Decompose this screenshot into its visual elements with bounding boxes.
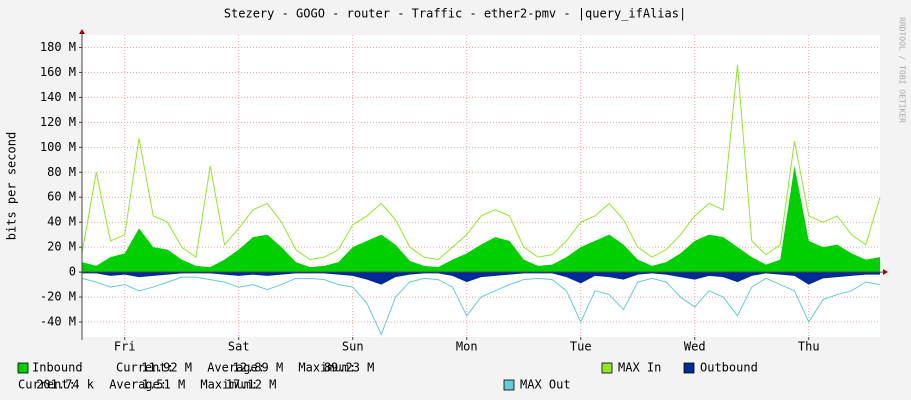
y-tick-label: 20 M	[47, 240, 76, 254]
y-tick-label: 160 M	[40, 65, 76, 79]
area	[82, 166, 880, 273]
legend-stat-label: Average:	[207, 361, 265, 375]
legend-stat-label: Average:	[109, 378, 167, 392]
legend-swatch	[683, 362, 695, 374]
x-tick-label: Tue	[570, 340, 592, 354]
legend-stat-value: 201.74 k	[36, 378, 95, 392]
axes: -40 M -20 M 0 20 M 40 M 60 M 80 M 100 M 120 M 140…	[40, 29, 888, 354]
y-axis-label: bits per second	[5, 132, 19, 240]
legend-stat-value: 11.92 M	[141, 361, 192, 375]
y-tick-label: 0	[69, 265, 76, 279]
watermark: RRDTOOL / TOBI OETIKER	[898, 17, 907, 123]
x-arrow	[883, 269, 888, 275]
y-tick-label: 180 M	[40, 40, 76, 54]
y-tick-label: 80 M	[47, 165, 76, 179]
line	[81, 276, 881, 336]
legend-stat-label: Maximum:	[298, 361, 356, 375]
legend-label: MAX In	[618, 361, 661, 375]
line	[81, 64, 881, 261]
legend-stat-label: Current:	[116, 361, 174, 375]
legend-label: Inbound	[32, 361, 83, 375]
legend-swatch	[601, 362, 613, 374]
marks	[79, 64, 883, 336]
y-tick-label: -40 M	[40, 315, 76, 329]
y-arrow	[79, 29, 85, 34]
legend-swatch	[503, 379, 515, 391]
area	[82, 272, 880, 285]
x-tick-label: Mon	[456, 340, 478, 354]
x-tick-label: Sun	[342, 340, 364, 354]
legend-label: Outbound	[700, 361, 758, 375]
legend-stat-label: Current:	[18, 378, 76, 392]
x-tick-label: Thu	[798, 340, 820, 354]
x-tick-label: Wed	[684, 340, 706, 354]
y-tick-label: 100 M	[40, 140, 76, 154]
y-tick-label: 60 M	[47, 190, 76, 204]
y-tick-label: 140 M	[40, 90, 76, 104]
x-tick-label: Fri	[114, 340, 136, 354]
plot-area	[82, 35, 880, 337]
y-tick-label: 120 M	[40, 115, 76, 129]
legend-stat-label: Maximum:	[200, 378, 258, 392]
x-tick-label: Sat	[228, 340, 250, 354]
legend-swatch	[17, 362, 29, 374]
legend-stat-value: 12.89 M	[233, 361, 284, 375]
legend-stat-value: 89.23 M	[324, 361, 375, 375]
legend-stat-value: 17.12 M	[226, 378, 277, 392]
y-tick-label: -20 M	[40, 290, 76, 304]
legend-stat-value: 1.51 M	[142, 378, 185, 392]
y-tick-label: 40 M	[47, 215, 76, 229]
chart-title: Stezery - GOGO - router - Traffic - ethe…	[224, 7, 686, 21]
legend-label: MAX Out	[520, 378, 571, 392]
legend: Inbound Current:11.92 M Average:12.89 M Max…	[17, 361, 758, 392]
